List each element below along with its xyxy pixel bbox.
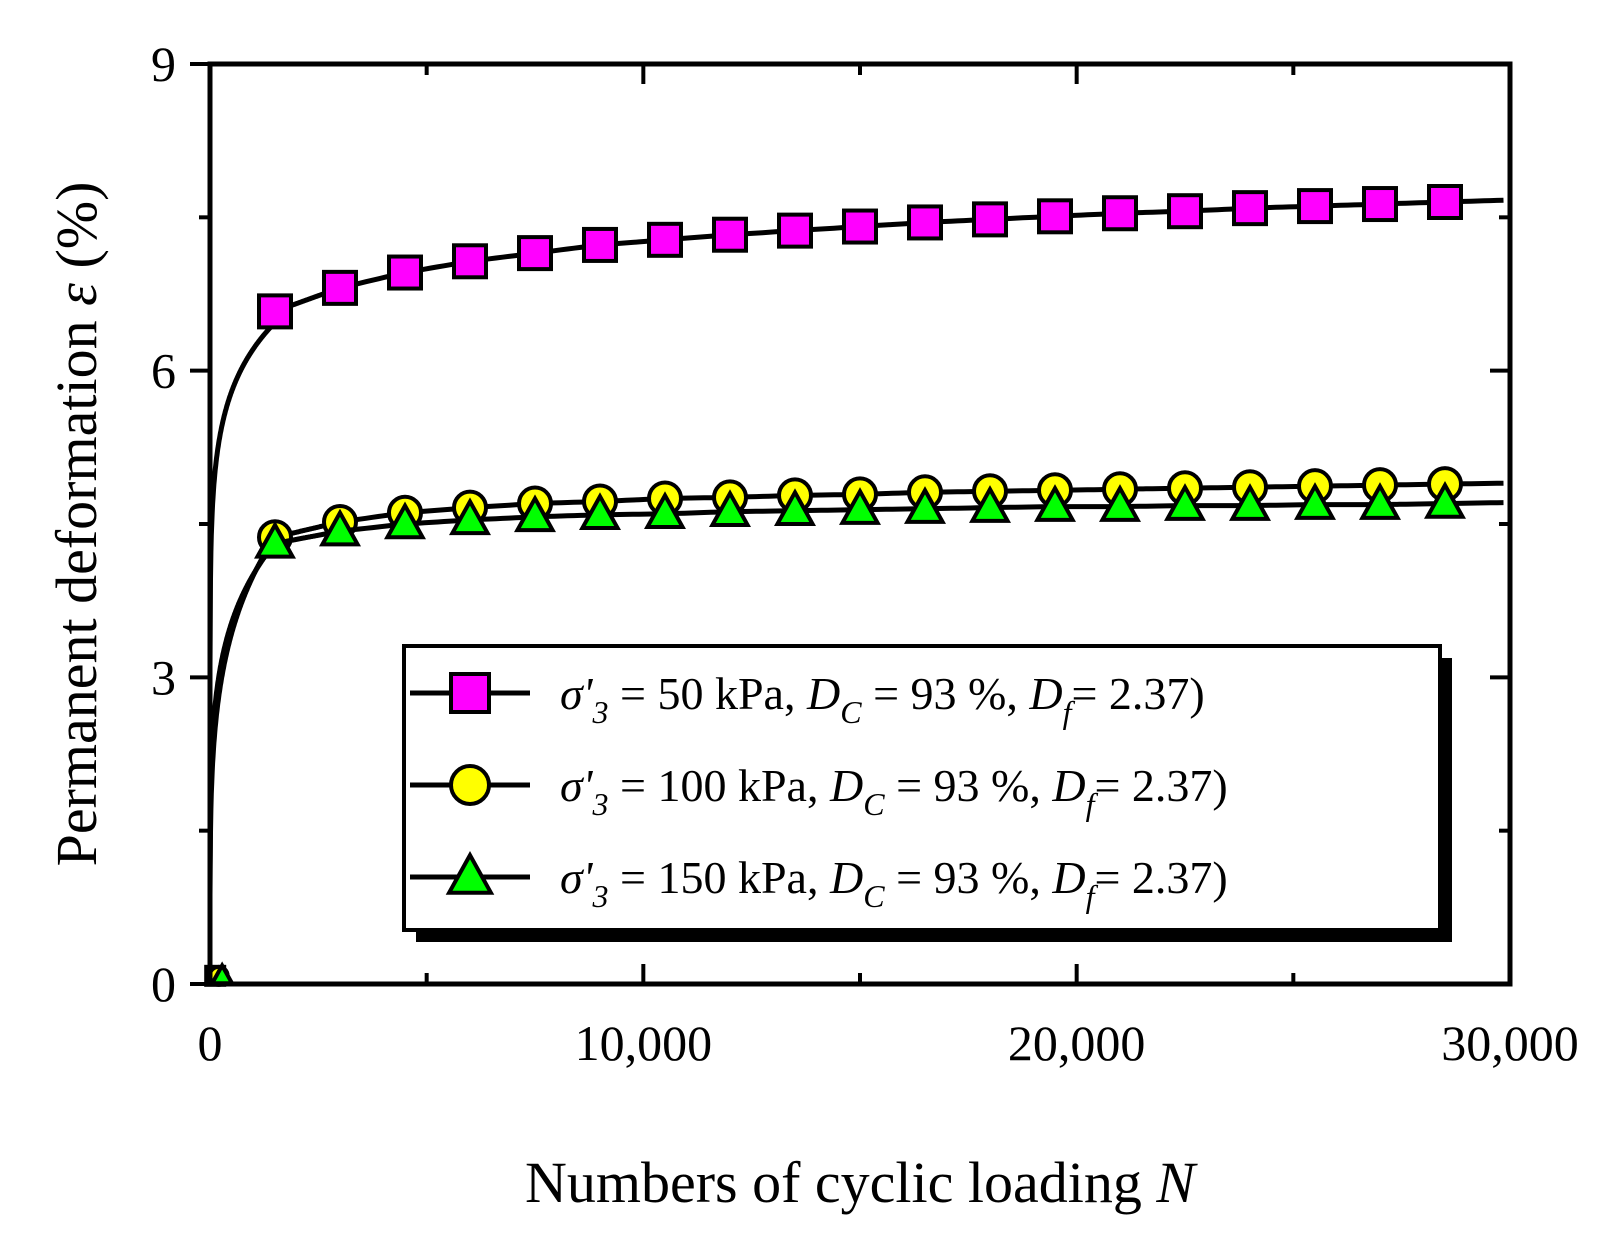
series-marker <box>643 491 687 530</box>
series-marker <box>712 216 748 253</box>
legend-dc: D <box>829 852 863 903</box>
series-marker <box>1293 482 1337 520</box>
x-tick-label: 20,000 <box>1008 1015 1146 1071</box>
x-tick-label: 0 <box>198 1015 223 1071</box>
legend-entry-150kpa: σ'3 = 150 kPa, DC = 93 %, Df= 2.37) <box>410 851 1228 914</box>
series-marker <box>647 221 683 258</box>
legend-label: σ'3 = 150 kPa, DC = 93 %, Df= 2.37) <box>560 852 1228 914</box>
series-marker <box>1297 188 1333 225</box>
legend-label: σ'3 = 100 kPa, DC = 93 %, Df= 2.37) <box>560 760 1228 822</box>
y-axis-var: ε <box>44 283 109 306</box>
legend-sigma: σ' <box>560 760 594 811</box>
legend: σ'3 = 50 kPa, DC = 93 %, Df= 2.37)σ'3 = … <box>402 644 1452 942</box>
series-marker <box>1423 481 1467 519</box>
series-marker <box>448 497 492 536</box>
series-marker <box>777 212 813 249</box>
legend-sigma-sub: 3 <box>592 878 609 914</box>
legend-dc-value: = 93 %, <box>885 852 1053 903</box>
series-marker <box>1427 184 1463 220</box>
x-axis-title: Numbers of cyclic loading N <box>525 1150 1198 1215</box>
legend-pressure: = 100 kPa, <box>609 760 830 811</box>
legend-box <box>402 644 1442 932</box>
legend-entry-100kpa: σ'3 = 100 kPa, DC = 93 %, Df= 2.37) <box>410 760 1228 822</box>
series-marker <box>708 489 752 527</box>
series-marker <box>582 226 618 263</box>
series-marker <box>1033 484 1077 522</box>
y-tick-label: 3 <box>151 649 176 705</box>
series-marker <box>1167 193 1203 230</box>
series-marker <box>1098 484 1142 522</box>
legend-df-value: = 2.37) <box>1094 852 1227 903</box>
series-marker <box>452 243 488 280</box>
legend-marker <box>449 764 491 806</box>
legend-dc-value: = 93 %, <box>862 668 1030 719</box>
series-marker <box>842 208 878 245</box>
y-tick-label: 0 <box>151 956 176 1012</box>
legend-sigma-sub: 3 <box>592 694 609 730</box>
series-marker <box>578 492 622 531</box>
legend-df: D <box>1051 760 1085 811</box>
series-marker <box>838 487 882 525</box>
series-marker <box>1163 483 1207 521</box>
series-marker <box>972 201 1008 238</box>
y-tick-label: 6 <box>151 343 176 399</box>
series-marker <box>773 488 817 526</box>
x-axis-var: N <box>1155 1150 1198 1215</box>
legend-df: D <box>1051 852 1085 903</box>
ticks-layer: 0 10,000 20,000 30,000 0 3 6 9 <box>151 36 1579 1071</box>
x-tick-label: 30,000 <box>1441 1015 1579 1071</box>
legend-sigma: σ' <box>560 852 594 903</box>
series-marker <box>387 254 423 291</box>
y-axis-title: Permanent deformation ε (%) <box>44 182 109 867</box>
legend-pressure: = 150 kPa, <box>609 852 830 903</box>
legend-dc: D <box>829 760 863 811</box>
series-marker <box>1362 186 1398 223</box>
legend-marker <box>449 672 491 714</box>
series-layer <box>204 184 1504 987</box>
legend-entries: σ'3 = 50 kPa, DC = 93 %, Df= 2.37)σ'3 = … <box>410 668 1228 914</box>
series-marker <box>903 486 947 524</box>
series-marker <box>1228 483 1272 521</box>
legend-dc-sub: C <box>863 878 885 914</box>
series-marker <box>322 269 358 306</box>
legend-dc-sub: C <box>863 786 885 822</box>
series-marker <box>1358 482 1402 520</box>
legend-sigma: σ' <box>560 668 594 719</box>
legend-df: D <box>1028 668 1062 719</box>
series-marker <box>907 204 943 241</box>
legend-dc: D <box>806 668 840 719</box>
x-tick-label: 10,000 <box>575 1015 713 1071</box>
series-marker <box>1102 195 1138 232</box>
series-marker <box>253 520 297 559</box>
series-marker <box>383 501 427 540</box>
legend-marker <box>445 851 495 895</box>
legend-sigma-sub: 3 <box>592 786 609 822</box>
legend-pressure: = 50 kPa, <box>609 668 807 719</box>
legend-entry-50kpa: σ'3 = 50 kPa, DC = 93 %, Df= 2.37) <box>410 668 1205 730</box>
legend-dc-sub: C <box>840 694 862 730</box>
series-marker <box>318 508 362 547</box>
legend-dc-value: = 93 %, <box>885 760 1053 811</box>
series-marker <box>1232 190 1268 227</box>
series-marker <box>968 485 1012 523</box>
series-marker <box>517 235 553 272</box>
series-marker <box>257 293 293 330</box>
legend-label: σ'3 = 50 kPa, DC = 93 %, Df= 2.37) <box>560 668 1205 730</box>
series-marker <box>513 494 557 533</box>
series-marker <box>1037 198 1073 235</box>
y-tick-label: 9 <box>151 36 176 92</box>
legend-df-value: = 2.37) <box>1071 668 1204 719</box>
legend-df-value: = 2.37) <box>1094 760 1227 811</box>
